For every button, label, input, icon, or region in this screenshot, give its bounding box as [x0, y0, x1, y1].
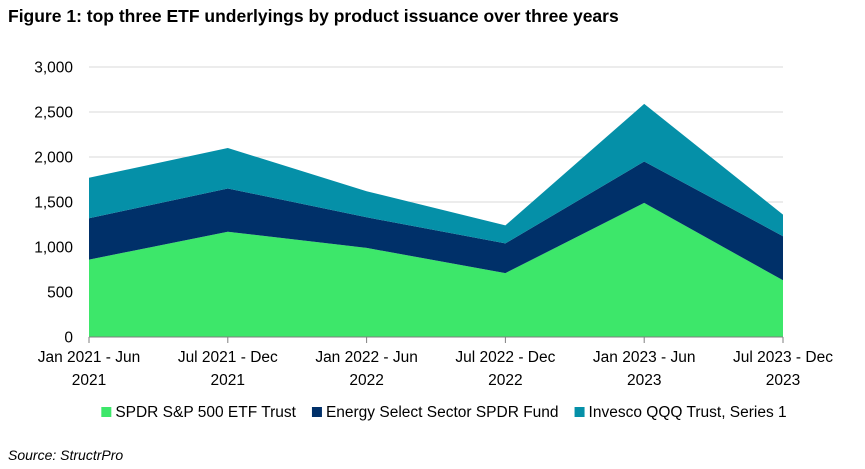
y-tick-label: 2,000: [34, 150, 73, 167]
legend: SPDR S&P 500 ETF Trust Energy Select Sect…: [101, 404, 787, 421]
area-spdr-s-p-500-etf-trust: [89, 202, 783, 337]
x-tick-label: 2023: [766, 372, 800, 389]
source-note: Source: StructrPro: [8, 447, 124, 463]
y-tick-label: 1,000: [34, 240, 73, 257]
area-energy-select-sector-spdr-fund: [89, 161, 783, 281]
x-tick-label: 2023: [627, 372, 661, 389]
y-tick-label: 500: [47, 285, 73, 302]
chart-title: Figure 1: top three ETF underlyings by p…: [8, 6, 619, 26]
x-tick-label: 2021: [72, 372, 106, 389]
y-axis-tick-labels: 0 500 1,000 1,500 2,000 2,500 3,000: [34, 60, 73, 347]
legend-swatch: [311, 407, 322, 417]
legend-item: Invesco QQQ Trust, Series 1: [574, 404, 787, 421]
x-tick-label: 2021: [211, 372, 245, 389]
area-invesco-qqq-trust-series-1: [89, 103, 783, 244]
legend-label: Energy Select Sector SPDR Fund: [326, 404, 559, 421]
y-tick-label: 1,500: [34, 195, 73, 212]
x-tick-label: Jul 2022 - Dec: [455, 349, 555, 366]
y-tick-label: 2,500: [34, 105, 73, 122]
legend-swatch: [101, 407, 112, 417]
legend-label: SPDR S&P 500 ETF Trust: [115, 404, 296, 421]
x-tick-label: Jan 2023 - Jun: [593, 349, 696, 366]
x-tick-label: Jul 2021 - Dec: [178, 349, 278, 366]
x-tick-label: 2022: [488, 372, 522, 389]
x-tick-label: 2022: [349, 372, 383, 389]
y-tick-label: 3,000: [34, 60, 73, 77]
legend-swatch: [574, 407, 585, 417]
legend-item: Energy Select Sector SPDR Fund: [311, 404, 559, 421]
area-series: [89, 103, 783, 337]
x-axis-tick-labels: Jan 2021 - Jun 2021 Jul 2021 - Dec 2021 Jan …: [38, 349, 833, 389]
x-tick-label: Jul 2023 - Dec: [733, 349, 833, 366]
y-tick-label: 0: [64, 330, 73, 347]
axes: [88, 336, 784, 343]
x-tick-label: Jan 2021 - Jun: [38, 349, 141, 366]
x-tick-label: Jan 2022 - Jun: [315, 349, 418, 366]
legend-label: Invesco QQQ Trust, Series 1: [589, 404, 787, 421]
legend-item: SPDR S&P 500 ETF Trust: [101, 404, 297, 421]
